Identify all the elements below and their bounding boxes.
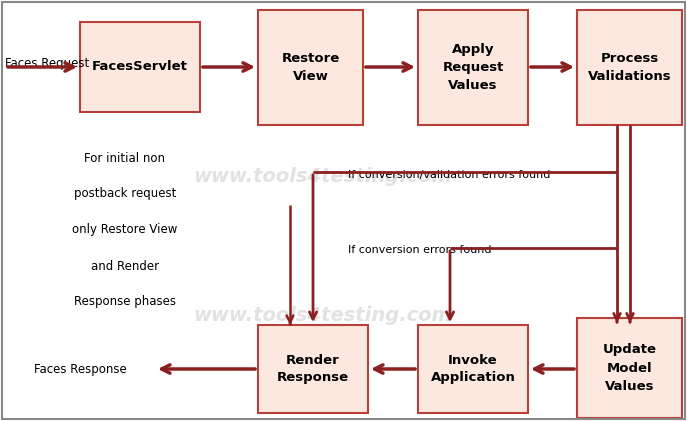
Text: www.tools4testing.com: www.tools4testing.com — [194, 306, 452, 325]
Text: Faces Request: Faces Request — [5, 56, 89, 69]
Text: Apply
Request
Values: Apply Request Values — [442, 43, 504, 92]
FancyBboxPatch shape — [577, 10, 682, 125]
Text: Render
Response: Render Response — [277, 354, 349, 384]
FancyBboxPatch shape — [80, 22, 200, 112]
FancyBboxPatch shape — [258, 10, 363, 125]
Text: www.tools4testing.com: www.tools4testing.com — [194, 167, 452, 187]
FancyBboxPatch shape — [418, 325, 528, 413]
Text: Update
Model
Values: Update Model Values — [602, 344, 657, 392]
FancyBboxPatch shape — [577, 318, 682, 418]
Text: FacesServlet: FacesServlet — [92, 61, 188, 74]
Text: Restore
View: Restore View — [282, 52, 339, 83]
Text: For initial non

postback request

only Restore View

and Render

Response phase: For initial non postback request only Re… — [72, 152, 178, 309]
Text: If conversion errors found: If conversion errors found — [348, 245, 491, 255]
Text: Process
Validations: Process Validations — [587, 52, 671, 83]
FancyBboxPatch shape — [258, 325, 368, 413]
Text: If conversion/validation errors found: If conversion/validation errors found — [348, 170, 550, 180]
Text: Faces Response: Faces Response — [34, 362, 126, 376]
FancyBboxPatch shape — [418, 10, 528, 125]
Text: Invoke
Application: Invoke Application — [431, 354, 515, 384]
